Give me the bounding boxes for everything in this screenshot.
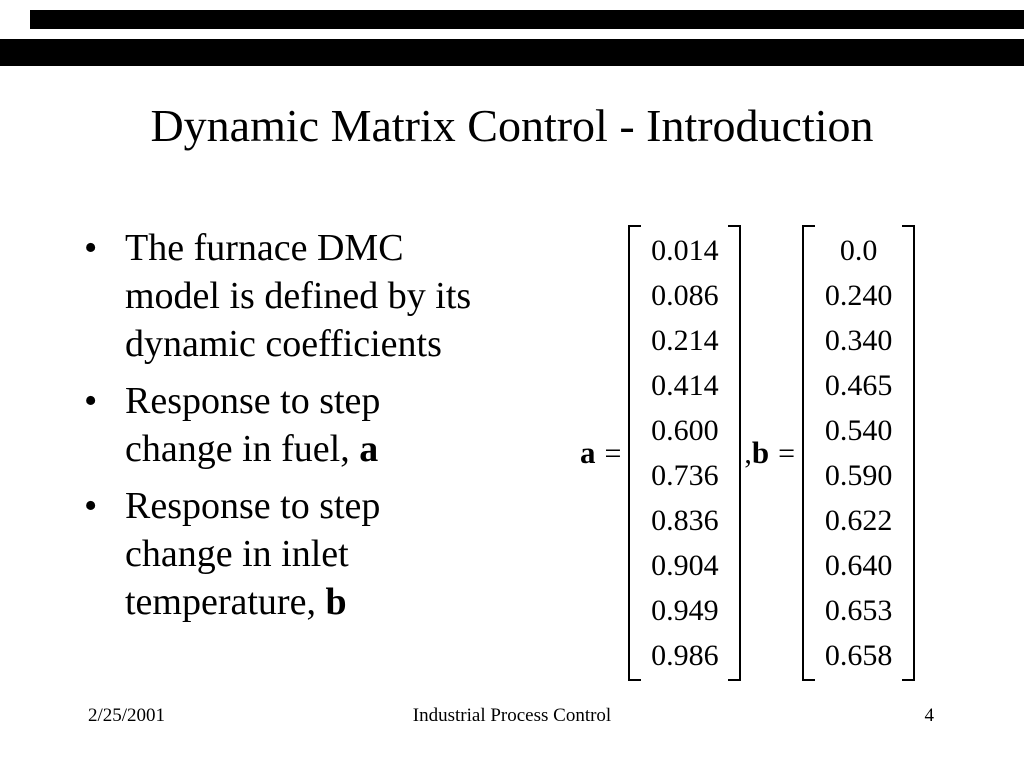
bullet-item-2: • Response to step change in fuel, a xyxy=(84,377,554,473)
matrix-a-cell: 0.086 xyxy=(651,279,719,312)
matrix-equation: a = 0.014 0.086 0.214 0.414 0.600 0.736 0… xyxy=(580,225,916,681)
matrix-b-cell: 0.640 xyxy=(824,549,893,582)
bullet-line: model is defined by its xyxy=(125,275,472,317)
vector-a-label: a = xyxy=(580,435,622,470)
bullet-dot-icon: • xyxy=(84,485,98,527)
matrix-b-column: 0.0 0.240 0.340 0.465 0.540 0.590 0.622 … xyxy=(815,225,902,681)
matrix-b-cell: 0.465 xyxy=(824,369,893,402)
bullet-list: • The furnace DMC model is defined by it… xyxy=(84,224,554,635)
matrix-b-cell: 0.240 xyxy=(824,279,893,312)
bullet-dot-icon: • xyxy=(84,380,98,422)
slide-title: Dynamic Matrix Control - Introduction xyxy=(150,100,874,151)
matrix-a-cell: 0.986 xyxy=(651,639,719,672)
bullet-item-3: • Response to step change in inlet tempe… xyxy=(84,482,554,626)
top-accent-bar xyxy=(30,10,1024,29)
footer-title: Industrial Process Control xyxy=(412,705,612,726)
bullet-line: dynamic coefficients xyxy=(125,323,442,365)
matrix-a: 0.014 0.086 0.214 0.414 0.600 0.736 0.83… xyxy=(628,225,742,681)
matrix-a-cell: 0.414 xyxy=(651,369,719,402)
left-bracket xyxy=(628,225,642,681)
bullet-text: Response to step change in inlet tempera… xyxy=(125,482,554,626)
matrix-b-cell: 0.540 xyxy=(824,414,893,447)
matrix-a-cell: 0.214 xyxy=(651,324,719,357)
matrix-b-cell: 0.590 xyxy=(824,459,893,492)
matrix-a-column: 0.014 0.086 0.214 0.414 0.600 0.736 0.83… xyxy=(641,225,728,681)
bullet-text: Response to step change in fuel, a xyxy=(125,377,554,473)
matrix-a-cell: 0.736 xyxy=(651,459,719,492)
matrix-a-cell: 0.949 xyxy=(651,594,719,627)
bullet-item-1: • The furnace DMC model is defined by it… xyxy=(84,224,554,368)
bullet-text: The furnace DMC model is defined by its … xyxy=(125,224,554,368)
second-accent-bar xyxy=(0,39,1024,66)
footer-page-number: 4 xyxy=(924,705,935,726)
left-bracket xyxy=(802,225,816,681)
bullet-line: change in inlet xyxy=(125,533,349,575)
matrix-b-cell: 0.658 xyxy=(824,639,893,672)
vector-b-label: ,b = xyxy=(744,435,796,470)
bullet-line: Response to step xyxy=(125,485,381,527)
bullet-line: Response to step xyxy=(125,380,381,422)
matrix-b-cell: 0.653 xyxy=(824,594,893,627)
matrix-a-cell: 0.904 xyxy=(651,549,719,582)
bullet-line: change in fuel, a xyxy=(125,428,379,470)
matrix-a-cell: 0.600 xyxy=(651,414,719,447)
bullet-dot-icon: • xyxy=(84,227,98,269)
right-bracket xyxy=(728,225,742,681)
matrix-b-cell: 0.0 xyxy=(839,234,878,267)
bullet-line: The furnace DMC xyxy=(125,227,404,269)
matrix-b: 0.0 0.240 0.340 0.465 0.540 0.590 0.622 … xyxy=(802,225,916,681)
matrix-a-cell: 0.014 xyxy=(651,234,719,267)
matrix-b-cell: 0.340 xyxy=(824,324,893,357)
bullet-line: temperature, b xyxy=(125,581,347,623)
right-bracket xyxy=(902,225,916,681)
matrix-a-cell: 0.836 xyxy=(651,504,719,537)
footer-date: 2/25/2001 xyxy=(88,705,166,726)
matrix-b-cell: 0.622 xyxy=(824,504,893,537)
